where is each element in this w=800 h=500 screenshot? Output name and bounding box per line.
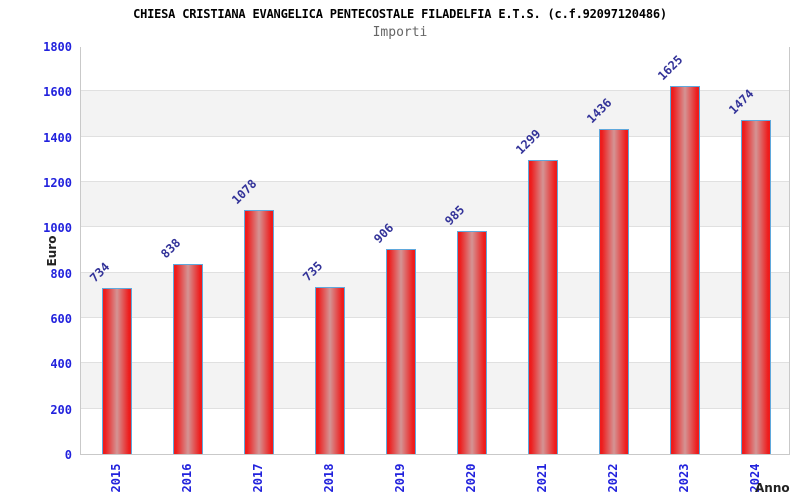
bar-2015 [101, 287, 132, 454]
gridline [81, 317, 789, 318]
gridline [81, 362, 789, 364]
y-tick-label: 1400 [43, 130, 72, 145]
bar-2024 [740, 119, 771, 454]
gridline [81, 135, 789, 137]
y-tick-label: 800 [50, 266, 72, 281]
gridline [81, 271, 789, 273]
bar-2020 [456, 230, 487, 454]
y-tick-label: 1800 [43, 40, 72, 54]
plot-band [81, 46, 789, 92]
chart-subtitle: Importi [372, 25, 428, 40]
gridline [81, 407, 789, 409]
bar-2016 [172, 264, 203, 454]
bar-2021 [527, 159, 558, 454]
y-tick-label: 0 [64, 448, 72, 462]
plot-area: 734 838 1078 735 906 985 1299 1436 1625 1474 [80, 46, 790, 455]
y-tick-label: 600 [50, 312, 72, 326]
bar-2019 [385, 248, 416, 454]
y-tick-label: 1600 [43, 85, 72, 100]
bar-2023 [669, 85, 700, 454]
y-tick-label: 400 [50, 357, 72, 372]
chart-title: CHIESA CRISTIANA EVANGELICA PENTECOSTALE… [133, 7, 667, 21]
gridline [81, 226, 789, 228]
gridline [81, 181, 789, 182]
y-tick-label: 200 [50, 402, 72, 417]
y-tick-label: 1000 [43, 221, 72, 236]
bar-2018 [314, 287, 345, 454]
bar-2017 [243, 209, 274, 454]
x-axis-title: Anno [755, 481, 790, 495]
gridline [81, 90, 789, 92]
bar-2022 [598, 128, 629, 454]
y-tick-label: 1200 [43, 176, 72, 190]
